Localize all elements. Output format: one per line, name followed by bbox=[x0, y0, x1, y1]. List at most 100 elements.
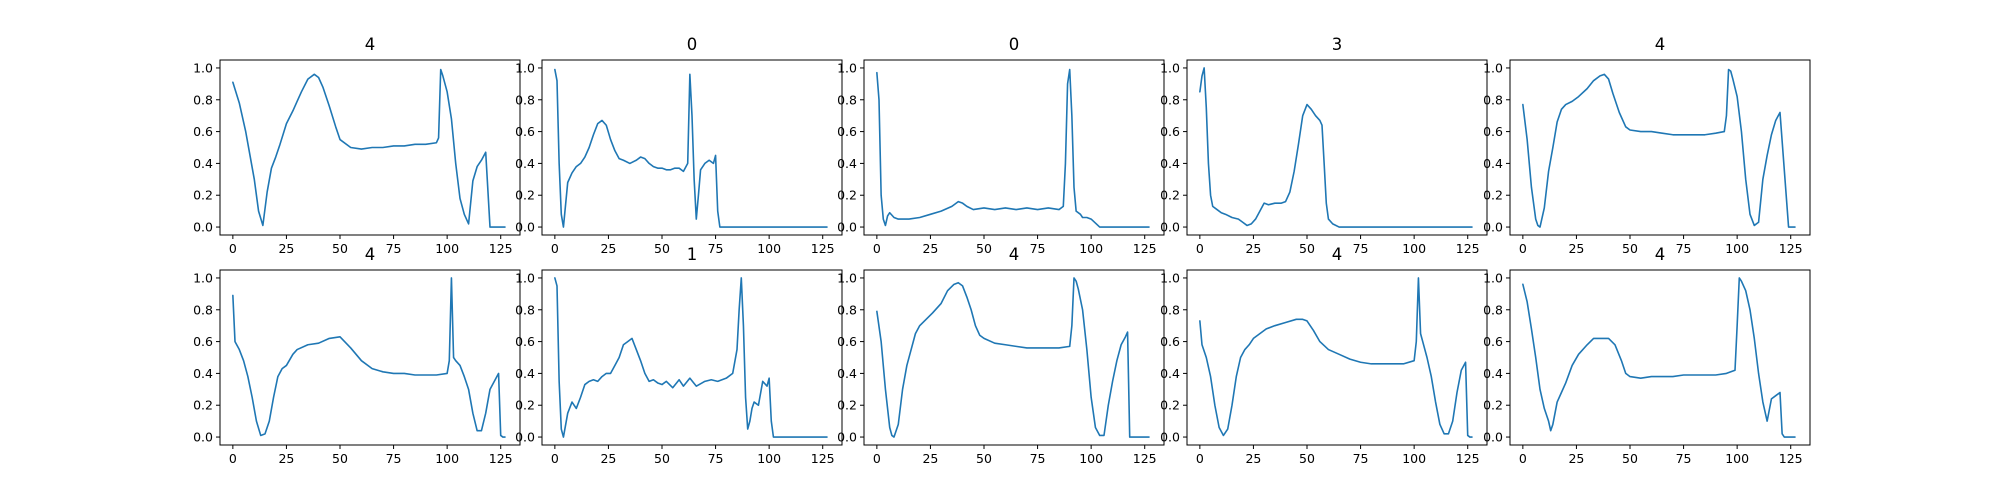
y-tick-label: 0.0 bbox=[193, 430, 213, 445]
subplot-title: 4 bbox=[365, 35, 376, 54]
x-tick-label: 75 bbox=[1353, 241, 1369, 256]
axes-frame bbox=[219, 269, 521, 446]
y-tick-label: 0.4 bbox=[1160, 156, 1180, 171]
subplot-title: 0 bbox=[1009, 35, 1020, 54]
axes-frame bbox=[1509, 269, 1811, 446]
y-tick-label: 0.0 bbox=[837, 220, 857, 235]
x-tick-label: 100 bbox=[1725, 451, 1749, 466]
y-tick-label: 0.4 bbox=[1483, 156, 1503, 171]
x-tick-label: 0 bbox=[1196, 241, 1204, 256]
y-tick-label: 0.8 bbox=[1160, 92, 1180, 107]
series-line bbox=[232, 277, 506, 438]
series-line bbox=[232, 68, 506, 228]
x-tick-label: 125 bbox=[1133, 451, 1157, 466]
y-tick-label: 0.0 bbox=[1160, 220, 1180, 235]
series-line bbox=[554, 68, 828, 228]
x-tick-label: 25 bbox=[278, 451, 294, 466]
y-tick-label: 0.0 bbox=[1483, 220, 1503, 235]
x-tick-label: 100 bbox=[435, 241, 459, 256]
axes-frame bbox=[863, 59, 1165, 236]
subplot-title: 0 bbox=[687, 35, 698, 54]
x-tick-label: 25 bbox=[922, 241, 938, 256]
y-tick-label: 0.8 bbox=[193, 302, 213, 317]
x-tick-label: 50 bbox=[1622, 241, 1638, 256]
subplot-2: 0 0 25 50 75 100 125 0.0 0.2 0.4 0.6 0.8 1.0 bbox=[515, 35, 843, 256]
series-line bbox=[876, 277, 1150, 438]
y-tick-label: 0.4 bbox=[837, 366, 857, 381]
y-tick-label: 0.0 bbox=[837, 430, 857, 445]
y-tick-label: 0.2 bbox=[515, 188, 535, 203]
axes-frame bbox=[1186, 59, 1488, 236]
x-tick-label: 50 bbox=[1299, 451, 1315, 466]
y-tick-label: 0.8 bbox=[1160, 302, 1180, 317]
x-tick-label: 50 bbox=[976, 451, 992, 466]
axes-frame bbox=[541, 59, 843, 236]
x-tick-label: 0 bbox=[1196, 451, 1204, 466]
x-tick-label: 0 bbox=[551, 241, 559, 256]
x-tick-label: 100 bbox=[757, 241, 781, 256]
y-tick-label: 0.8 bbox=[193, 92, 213, 107]
x-tick-label: 125 bbox=[1779, 451, 1803, 466]
x-tick-label: 50 bbox=[1299, 241, 1315, 256]
x-tick-label: 100 bbox=[757, 451, 781, 466]
y-tick-label: 0.8 bbox=[515, 302, 535, 317]
subplot-title: 4 bbox=[1655, 245, 1666, 264]
subplot-10: 4 0 25 50 75 100 125 0.0 0.2 0.4 0.6 0.8 1.0 bbox=[1483, 245, 1811, 466]
series-line bbox=[876, 68, 1150, 228]
x-tick-label: 25 bbox=[1245, 451, 1261, 466]
y-tick-label: 0.4 bbox=[837, 156, 857, 171]
subplot-5: 4 0 25 50 75 100 125 0.0 0.2 0.4 0.6 0.8 1.0 bbox=[1483, 35, 1811, 256]
y-tick-label: 0.4 bbox=[515, 366, 535, 381]
y-tick-label: 0.6 bbox=[1483, 124, 1503, 139]
x-tick-label: 0 bbox=[873, 451, 881, 466]
x-tick-label: 25 bbox=[922, 451, 938, 466]
y-tick-label: 0.0 bbox=[515, 220, 535, 235]
y-tick-label: 0.2 bbox=[193, 188, 213, 203]
x-tick-label: 75 bbox=[386, 241, 402, 256]
x-tick-label: 75 bbox=[708, 451, 724, 466]
y-tick-label: 1.0 bbox=[837, 60, 857, 75]
x-tick-label: 0 bbox=[229, 241, 237, 256]
y-tick-label: 0.6 bbox=[837, 124, 857, 139]
x-tick-label: 25 bbox=[600, 451, 616, 466]
x-tick-label: 50 bbox=[332, 451, 348, 466]
subplot-title: 4 bbox=[1009, 245, 1020, 264]
axes-frame bbox=[541, 269, 843, 446]
y-tick-label: 0.8 bbox=[837, 92, 857, 107]
y-tick-label: 0.0 bbox=[1483, 430, 1503, 445]
x-tick-label: 100 bbox=[1402, 451, 1426, 466]
x-tick-label: 25 bbox=[600, 241, 616, 256]
x-tick-label: 0 bbox=[551, 451, 559, 466]
y-tick-label: 0.8 bbox=[1483, 302, 1503, 317]
y-tick-label: 1.0 bbox=[193, 270, 213, 285]
y-tick-label: 0.6 bbox=[193, 334, 213, 349]
x-tick-label: 125 bbox=[1456, 241, 1480, 256]
subplot-title: 4 bbox=[1332, 245, 1343, 264]
x-tick-label: 75 bbox=[1676, 241, 1692, 256]
y-tick-label: 0.4 bbox=[193, 366, 213, 381]
subplot-title: 4 bbox=[365, 245, 376, 264]
y-tick-label: 1.0 bbox=[1160, 60, 1180, 75]
y-tick-label: 0.0 bbox=[515, 430, 535, 445]
subplot-title: 1 bbox=[687, 245, 698, 264]
subplot-3: 0 0 25 50 75 100 125 0.0 0.2 0.4 0.6 0.8 1.0 bbox=[837, 35, 1165, 256]
x-tick-label: 50 bbox=[654, 241, 670, 256]
y-tick-label: 0.6 bbox=[515, 334, 535, 349]
y-tick-label: 0.2 bbox=[1160, 398, 1180, 413]
x-tick-label: 25 bbox=[1568, 451, 1584, 466]
subplot-4: 3 0 25 50 75 100 125 0.0 0.2 0.4 0.6 0.8 1.0 bbox=[1160, 35, 1488, 256]
subplot-1: 4 0 25 50 75 100 125 0.0 0.2 0.4 0.6 0.8 1.0 bbox=[193, 35, 521, 256]
x-tick-label: 50 bbox=[654, 451, 670, 466]
x-tick-label: 125 bbox=[1779, 241, 1803, 256]
y-tick-label: 0.2 bbox=[837, 398, 857, 413]
x-tick-label: 50 bbox=[976, 241, 992, 256]
y-tick-label: 0.2 bbox=[1483, 188, 1503, 203]
x-tick-label: 75 bbox=[1676, 451, 1692, 466]
x-tick-label: 75 bbox=[386, 451, 402, 466]
x-tick-label: 0 bbox=[229, 451, 237, 466]
y-tick-label: 1.0 bbox=[1483, 270, 1503, 285]
x-tick-label: 100 bbox=[1402, 241, 1426, 256]
y-tick-label: 0.8 bbox=[515, 92, 535, 107]
y-tick-label: 0.2 bbox=[193, 398, 213, 413]
